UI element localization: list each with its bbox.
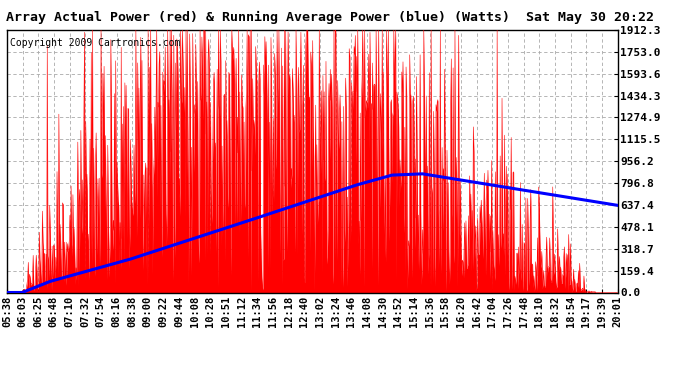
Text: East Array Actual Power (red) & Running Average Power (blue) (Watts)  Sat May 30: East Array Actual Power (red) & Running … bbox=[0, 11, 655, 24]
Text: Copyright 2009 Cartronics.com: Copyright 2009 Cartronics.com bbox=[10, 38, 180, 48]
